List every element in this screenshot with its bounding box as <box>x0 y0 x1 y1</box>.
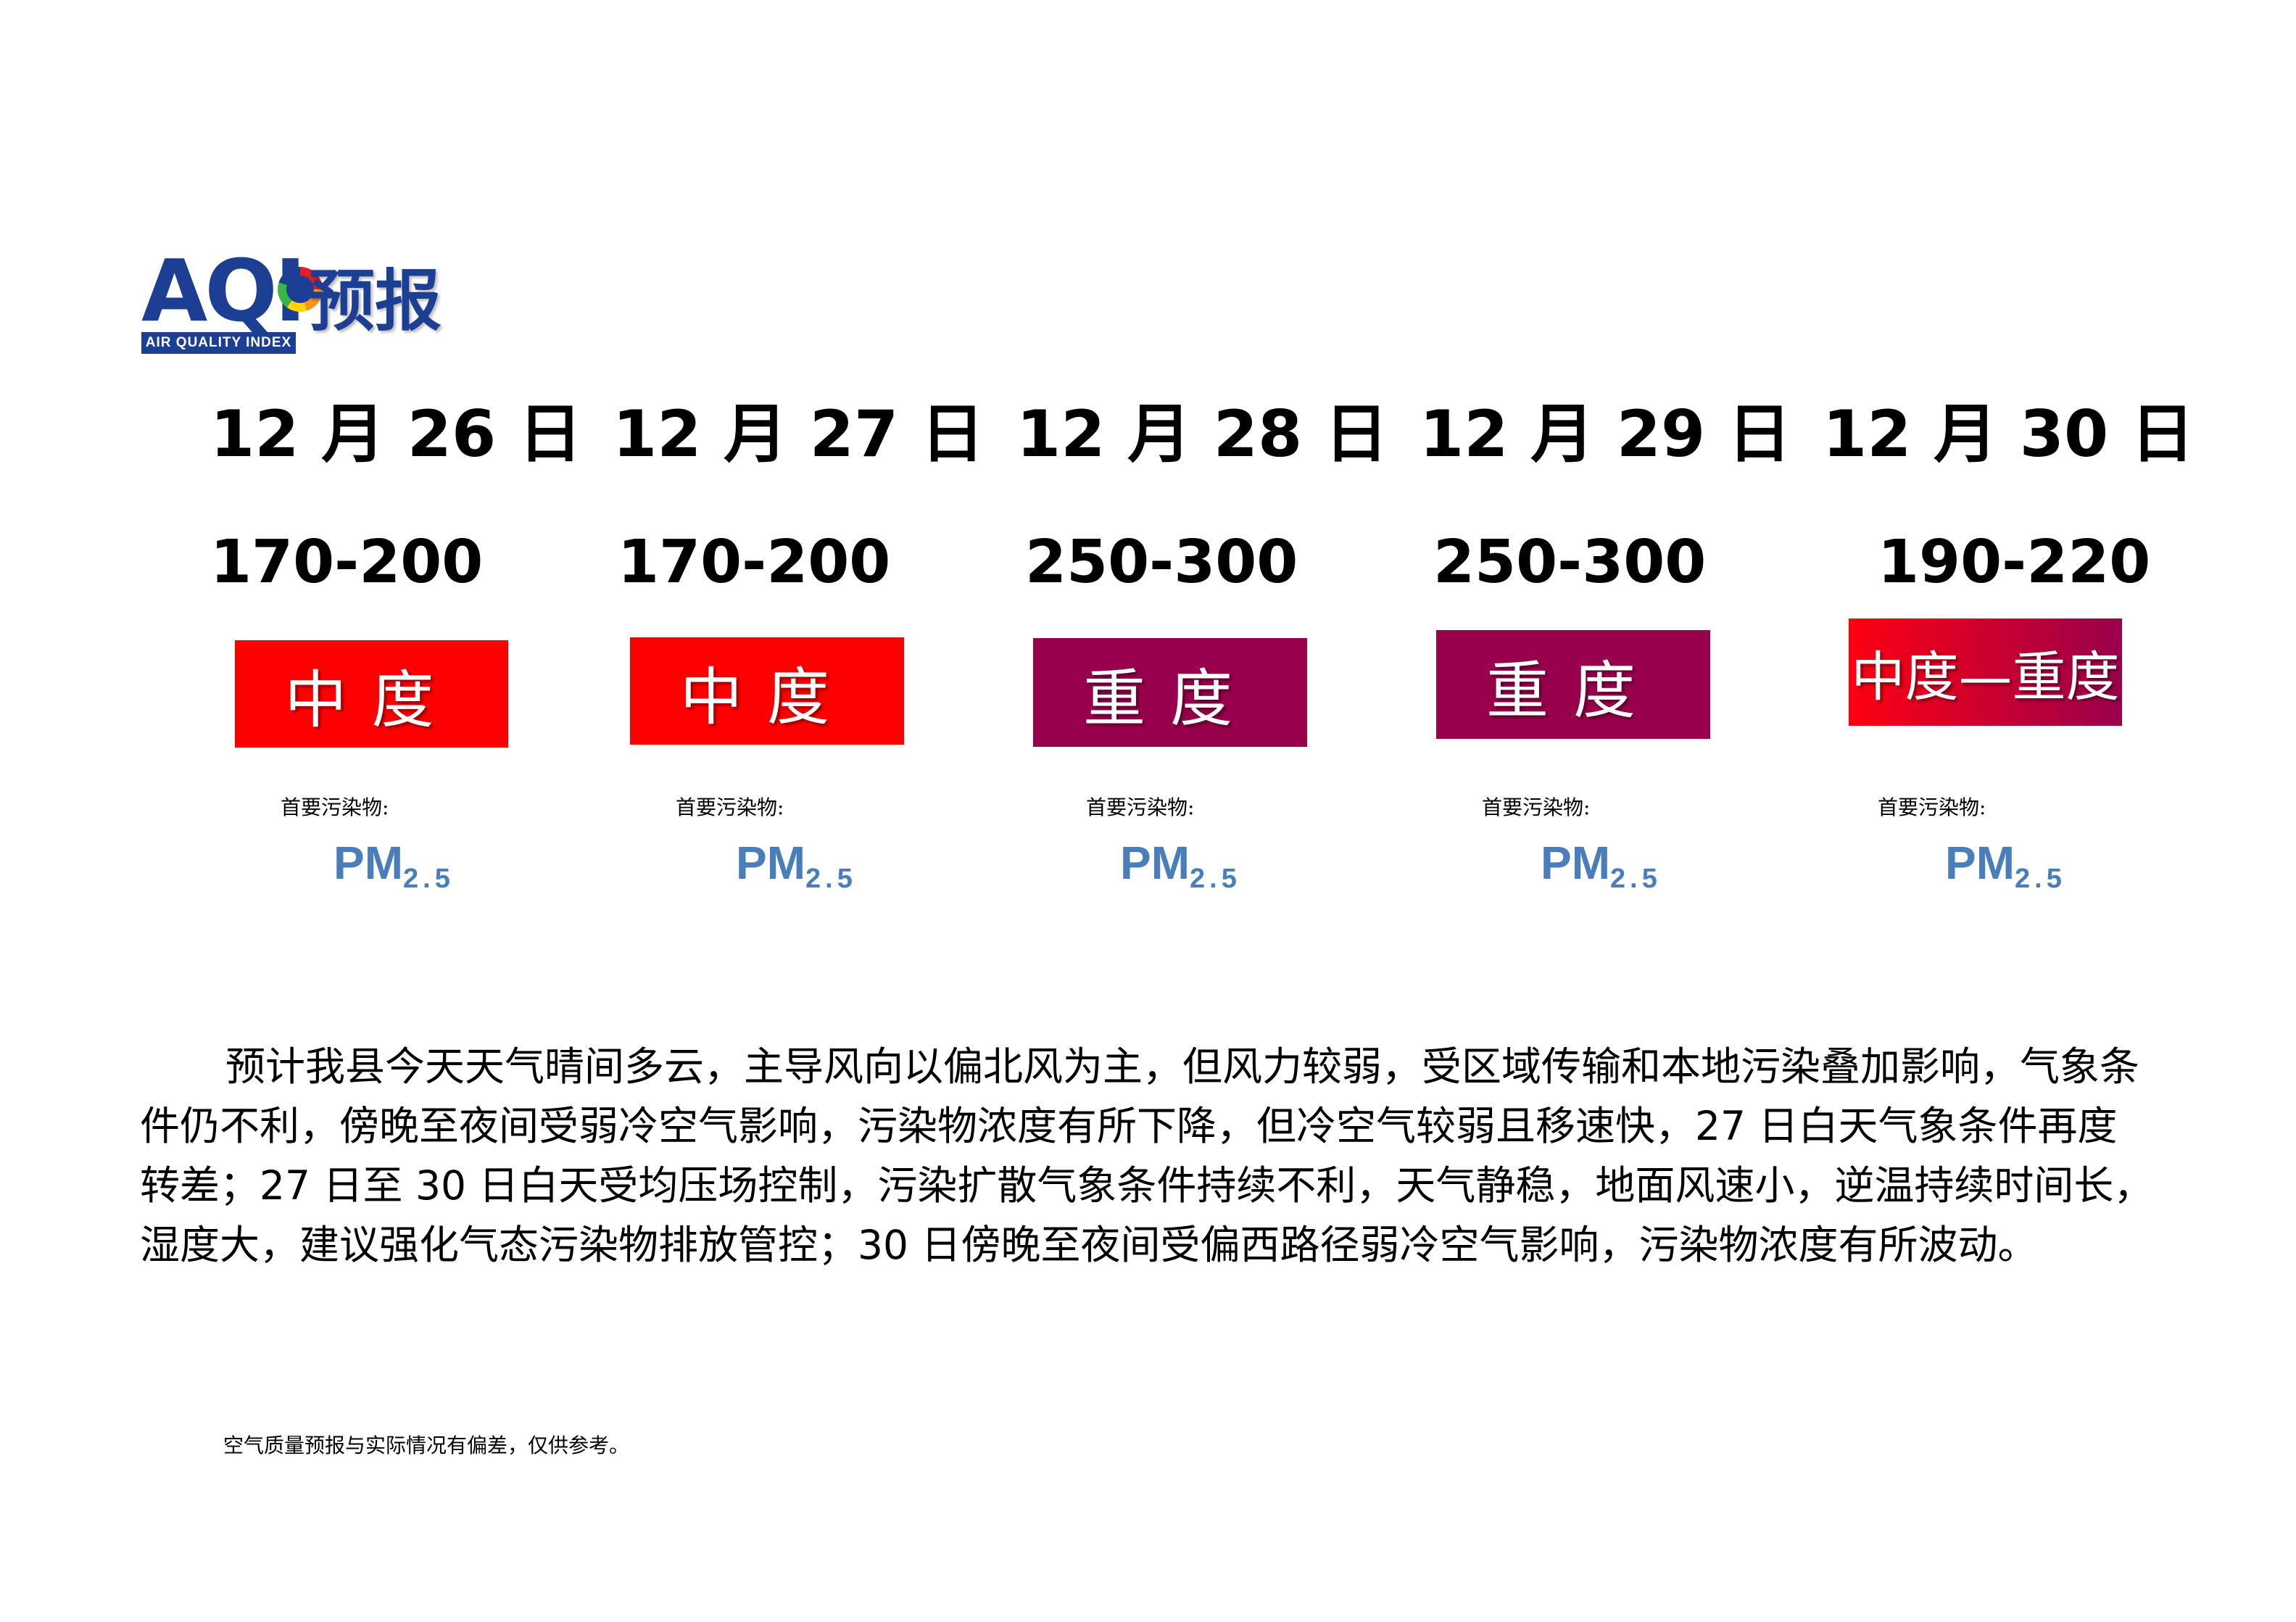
level-badge: 中度—重度 <box>1849 618 2122 726</box>
level-badge: 中度 <box>235 640 508 748</box>
page-title: 预报 <box>308 262 442 340</box>
logo-band: AIR QUALITY INDEX <box>141 332 296 354</box>
level-badge: 重度 <box>1436 630 1710 739</box>
aqi-logo: AQI AIR QUALITY INDEX 预报 <box>141 248 446 357</box>
aqi-range: 250-300 <box>1433 528 1707 597</box>
day-date: 12 月 26 日 <box>210 397 582 471</box>
pollutant-value: PM2.5 <box>333 837 455 894</box>
level-badge: 中度 <box>630 637 904 745</box>
pollutant-value: PM2.5 <box>1120 837 1241 894</box>
day-date: 12 月 27 日 <box>613 397 985 471</box>
disclaimer: 空气质量预报与实际情况有偏差，仅供参考。 <box>223 1433 630 1457</box>
pollutant-value: PM2.5 <box>1945 837 2066 894</box>
aqi-range: 170-200 <box>210 528 484 597</box>
pollutant-label: 首要污染物: <box>676 795 784 819</box>
pollutant-value: PM2.5 <box>1541 837 1662 894</box>
day-date: 12 月 30 日 <box>1823 397 2195 471</box>
day-date: 12 月 29 日 <box>1420 397 1791 471</box>
pollutant-value: PM2.5 <box>736 837 857 894</box>
pollutant-label: 首要污染物: <box>281 795 389 819</box>
globe-icon <box>278 267 323 312</box>
forecast-description: 预计我县今天天气晴间多云，主导风向以偏北风为主，但风力较弱，受区域传输和本地污染… <box>140 1043 2154 1268</box>
day-date: 12 月 28 日 <box>1016 397 1388 471</box>
pollutant-label: 首要污染物: <box>1878 795 1986 819</box>
aqi-range: 190-220 <box>1878 528 2151 597</box>
pollutant-label: 首要污染物: <box>1086 795 1195 819</box>
aqi-range: 170-200 <box>618 528 891 597</box>
aqi-range: 250-300 <box>1025 528 1298 597</box>
level-badge: 重度 <box>1033 638 1307 747</box>
pollutant-label: 首要污染物: <box>1482 795 1591 819</box>
